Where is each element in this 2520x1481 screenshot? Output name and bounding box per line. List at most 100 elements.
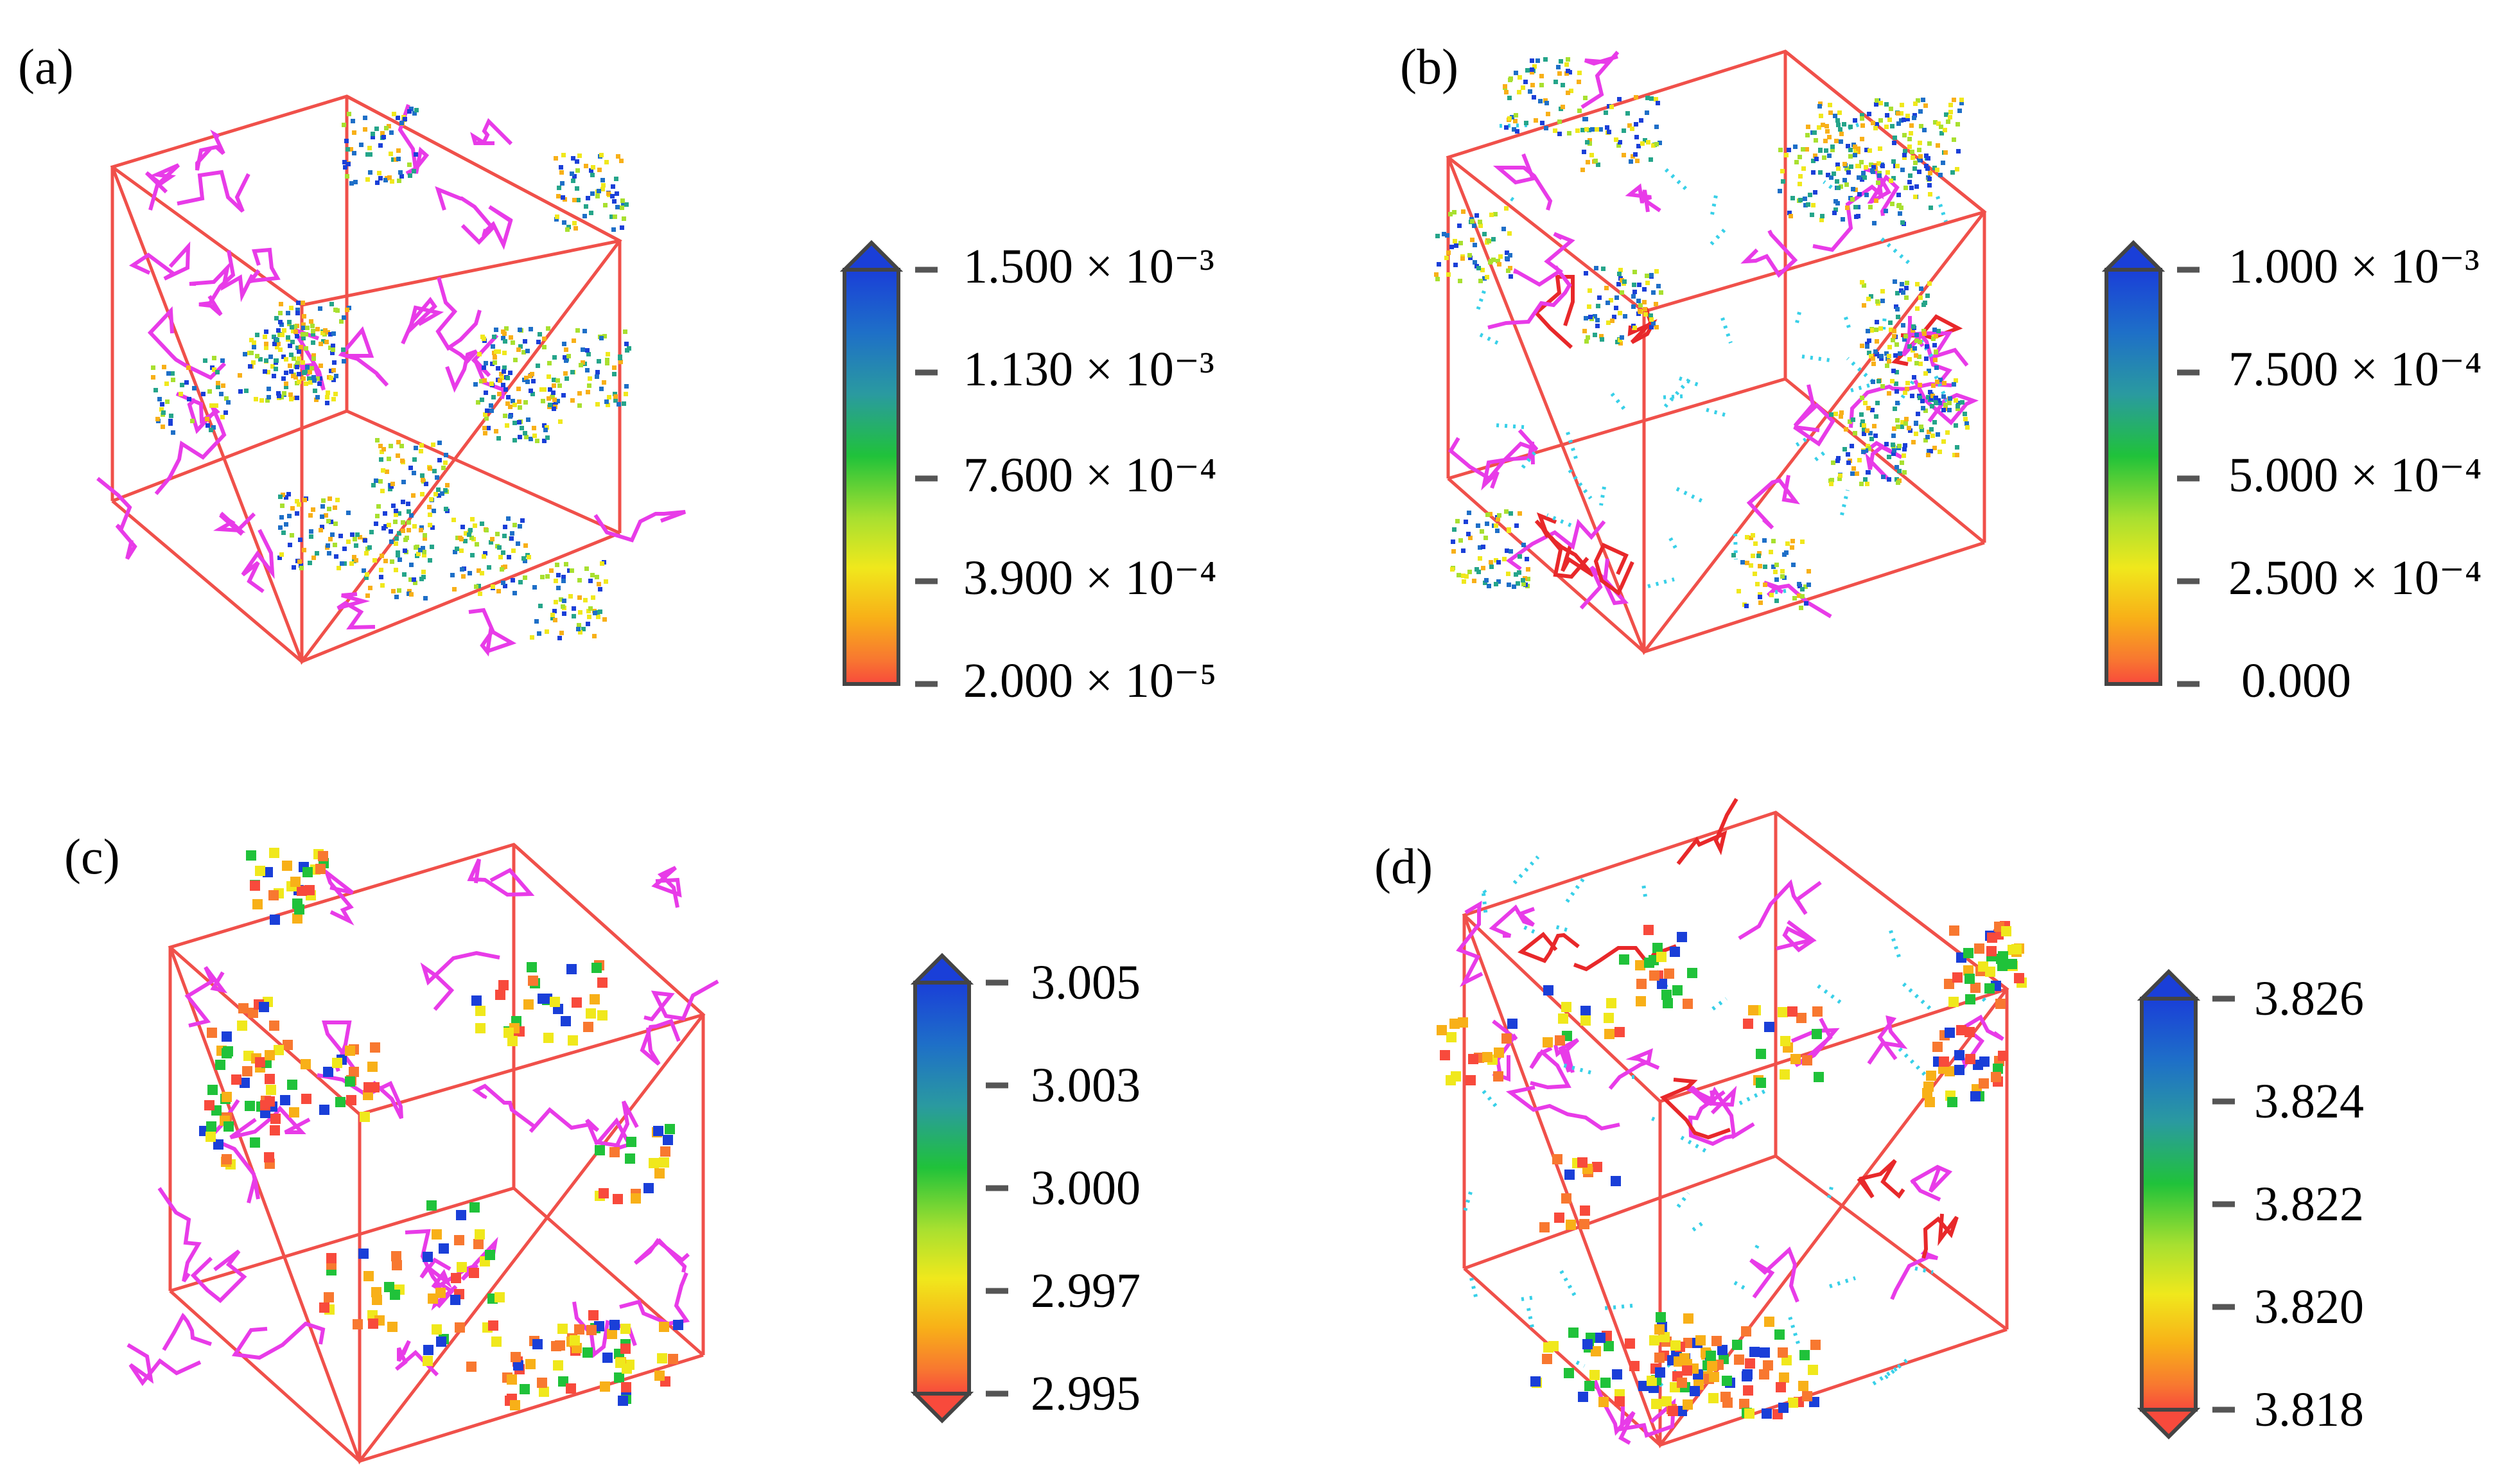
- volume-point: [1509, 549, 1513, 554]
- volume-point: [1911, 155, 1915, 160]
- cyan-fragment: [1711, 997, 1728, 1011]
- volume-point: [1860, 113, 1864, 118]
- volume-point: [491, 584, 495, 589]
- volume-point: [1941, 394, 1946, 399]
- cyan-fragment: [1610, 392, 1629, 414]
- volume-point: [1900, 220, 1905, 225]
- volume-point: [330, 351, 335, 355]
- colorbar-tick-label: 1.130 × 10⁻³: [963, 342, 1214, 396]
- volume-point: [1745, 1358, 1755, 1369]
- cyan-fragment: [1647, 577, 1675, 588]
- volume-point: [1493, 212, 1498, 216]
- volume-point: [554, 156, 558, 161]
- volume-point: [542, 423, 547, 428]
- volume-point: [1811, 170, 1816, 175]
- volume-point: [1810, 1340, 1821, 1350]
- molecule-chain: [619, 1272, 690, 1326]
- volume-point: [1649, 273, 1654, 277]
- volume-point: [389, 484, 394, 489]
- volume-point: [1468, 1054, 1478, 1064]
- volume-point: [1856, 146, 1860, 151]
- volume-point: [1880, 299, 1885, 303]
- volume-point: [1897, 444, 1902, 448]
- volume-point: [1502, 557, 1507, 561]
- volume-point: [295, 365, 299, 369]
- volume-point: [1476, 266, 1481, 270]
- volume-point: [1846, 170, 1851, 175]
- volume-point: [474, 584, 478, 589]
- volume-point: [161, 410, 166, 415]
- molecule-chain: [189, 261, 254, 302]
- volume-point: [1842, 178, 1847, 182]
- volume-point: [621, 1382, 631, 1392]
- volume-point: [1437, 1025, 1447, 1035]
- volume-point: [248, 1008, 258, 1018]
- volume-point: [1722, 1398, 1733, 1408]
- volume-point: [470, 553, 475, 557]
- volume-point: [1518, 554, 1522, 559]
- volume-point: [1622, 279, 1627, 284]
- volume-point: [349, 1067, 359, 1077]
- volume-point: [1769, 593, 1774, 597]
- volume-point: [428, 513, 432, 517]
- volume-point: [599, 153, 604, 157]
- volume-point: [1830, 148, 1835, 152]
- volume-point: [493, 355, 497, 360]
- volume-point: [414, 152, 418, 157]
- volume-point: [1853, 188, 1858, 192]
- volume-point: [1877, 379, 1881, 383]
- volume-point: [1799, 606, 1803, 610]
- volume-point: [575, 328, 580, 333]
- cyan-fragment: [1793, 437, 1807, 448]
- volume-point: [1891, 176, 1896, 180]
- volume-point: [1515, 129, 1519, 134]
- volume-point: [1788, 1398, 1798, 1408]
- volume-point: [548, 387, 552, 392]
- volume-point: [1478, 223, 1483, 228]
- volume-point: [510, 531, 514, 536]
- volume-point: [237, 1021, 247, 1031]
- volume-point: [529, 327, 533, 331]
- volume-point: [344, 139, 349, 143]
- volume-point: [1851, 417, 1855, 422]
- volume-point: [1850, 471, 1855, 476]
- volume-point: [1762, 1408, 1772, 1419]
- volume-point: [168, 419, 173, 423]
- volume-point: [1810, 213, 1814, 217]
- volume-point: [379, 457, 383, 462]
- volume-point: [346, 1095, 356, 1105]
- volume-point: [1936, 143, 1940, 148]
- volume-point: [162, 365, 166, 369]
- volume-point: [1731, 553, 1736, 557]
- volume-point: [1932, 343, 1937, 347]
- volume-point: [265, 1074, 275, 1084]
- volume-point: [1580, 128, 1585, 132]
- volume-point: [596, 615, 600, 619]
- volume-point: [375, 438, 380, 443]
- volume-point: [1898, 211, 1902, 216]
- volume-point: [365, 572, 369, 577]
- colorbar-c: 3.005 3.003 3.000 2.997 2.995: [910, 952, 1141, 1424]
- volume-point: [491, 1336, 502, 1347]
- volume-point: [509, 335, 513, 340]
- volume-point: [259, 1002, 269, 1012]
- volume-point: [503, 525, 507, 529]
- volume-point: [1600, 337, 1604, 342]
- cyan-fragment: [1575, 1360, 1586, 1368]
- volume-point: [624, 202, 629, 207]
- volume-point: [400, 459, 405, 463]
- volume-point: [475, 1229, 485, 1240]
- volume-point: [1743, 1019, 1753, 1029]
- volume-point: [1928, 192, 1932, 197]
- volume-point: [380, 450, 384, 454]
- volume-point: [1620, 290, 1624, 295]
- volume-point: [421, 478, 425, 482]
- volume-point: [518, 405, 522, 410]
- volume-point: [1630, 127, 1634, 131]
- volume-point: [407, 528, 411, 532]
- volume-point: [1964, 421, 1969, 426]
- volume-point: [1577, 71, 1582, 75]
- volume-point: [525, 349, 530, 353]
- volume-point: [1845, 206, 1850, 210]
- volume-point: [1877, 173, 1882, 178]
